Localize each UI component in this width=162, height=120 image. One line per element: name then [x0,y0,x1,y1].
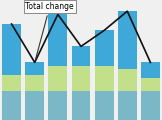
Bar [118,69,137,91]
Bar [71,46,91,66]
Bar [2,75,21,91]
Bar [2,24,21,75]
Bar [95,66,114,91]
Bar [48,66,67,91]
Bar [95,30,114,66]
Bar [141,78,160,91]
Bar [48,14,67,66]
Bar [141,62,160,78]
Bar [48,91,67,120]
Bar [2,91,21,120]
Bar [118,91,137,120]
Text: Total change: Total change [25,2,74,60]
Bar [141,91,160,120]
Bar [95,91,114,120]
Bar [71,91,91,120]
Bar [25,75,44,91]
Bar [71,66,91,91]
Bar [25,62,44,75]
Bar [118,11,137,69]
Bar [25,91,44,120]
